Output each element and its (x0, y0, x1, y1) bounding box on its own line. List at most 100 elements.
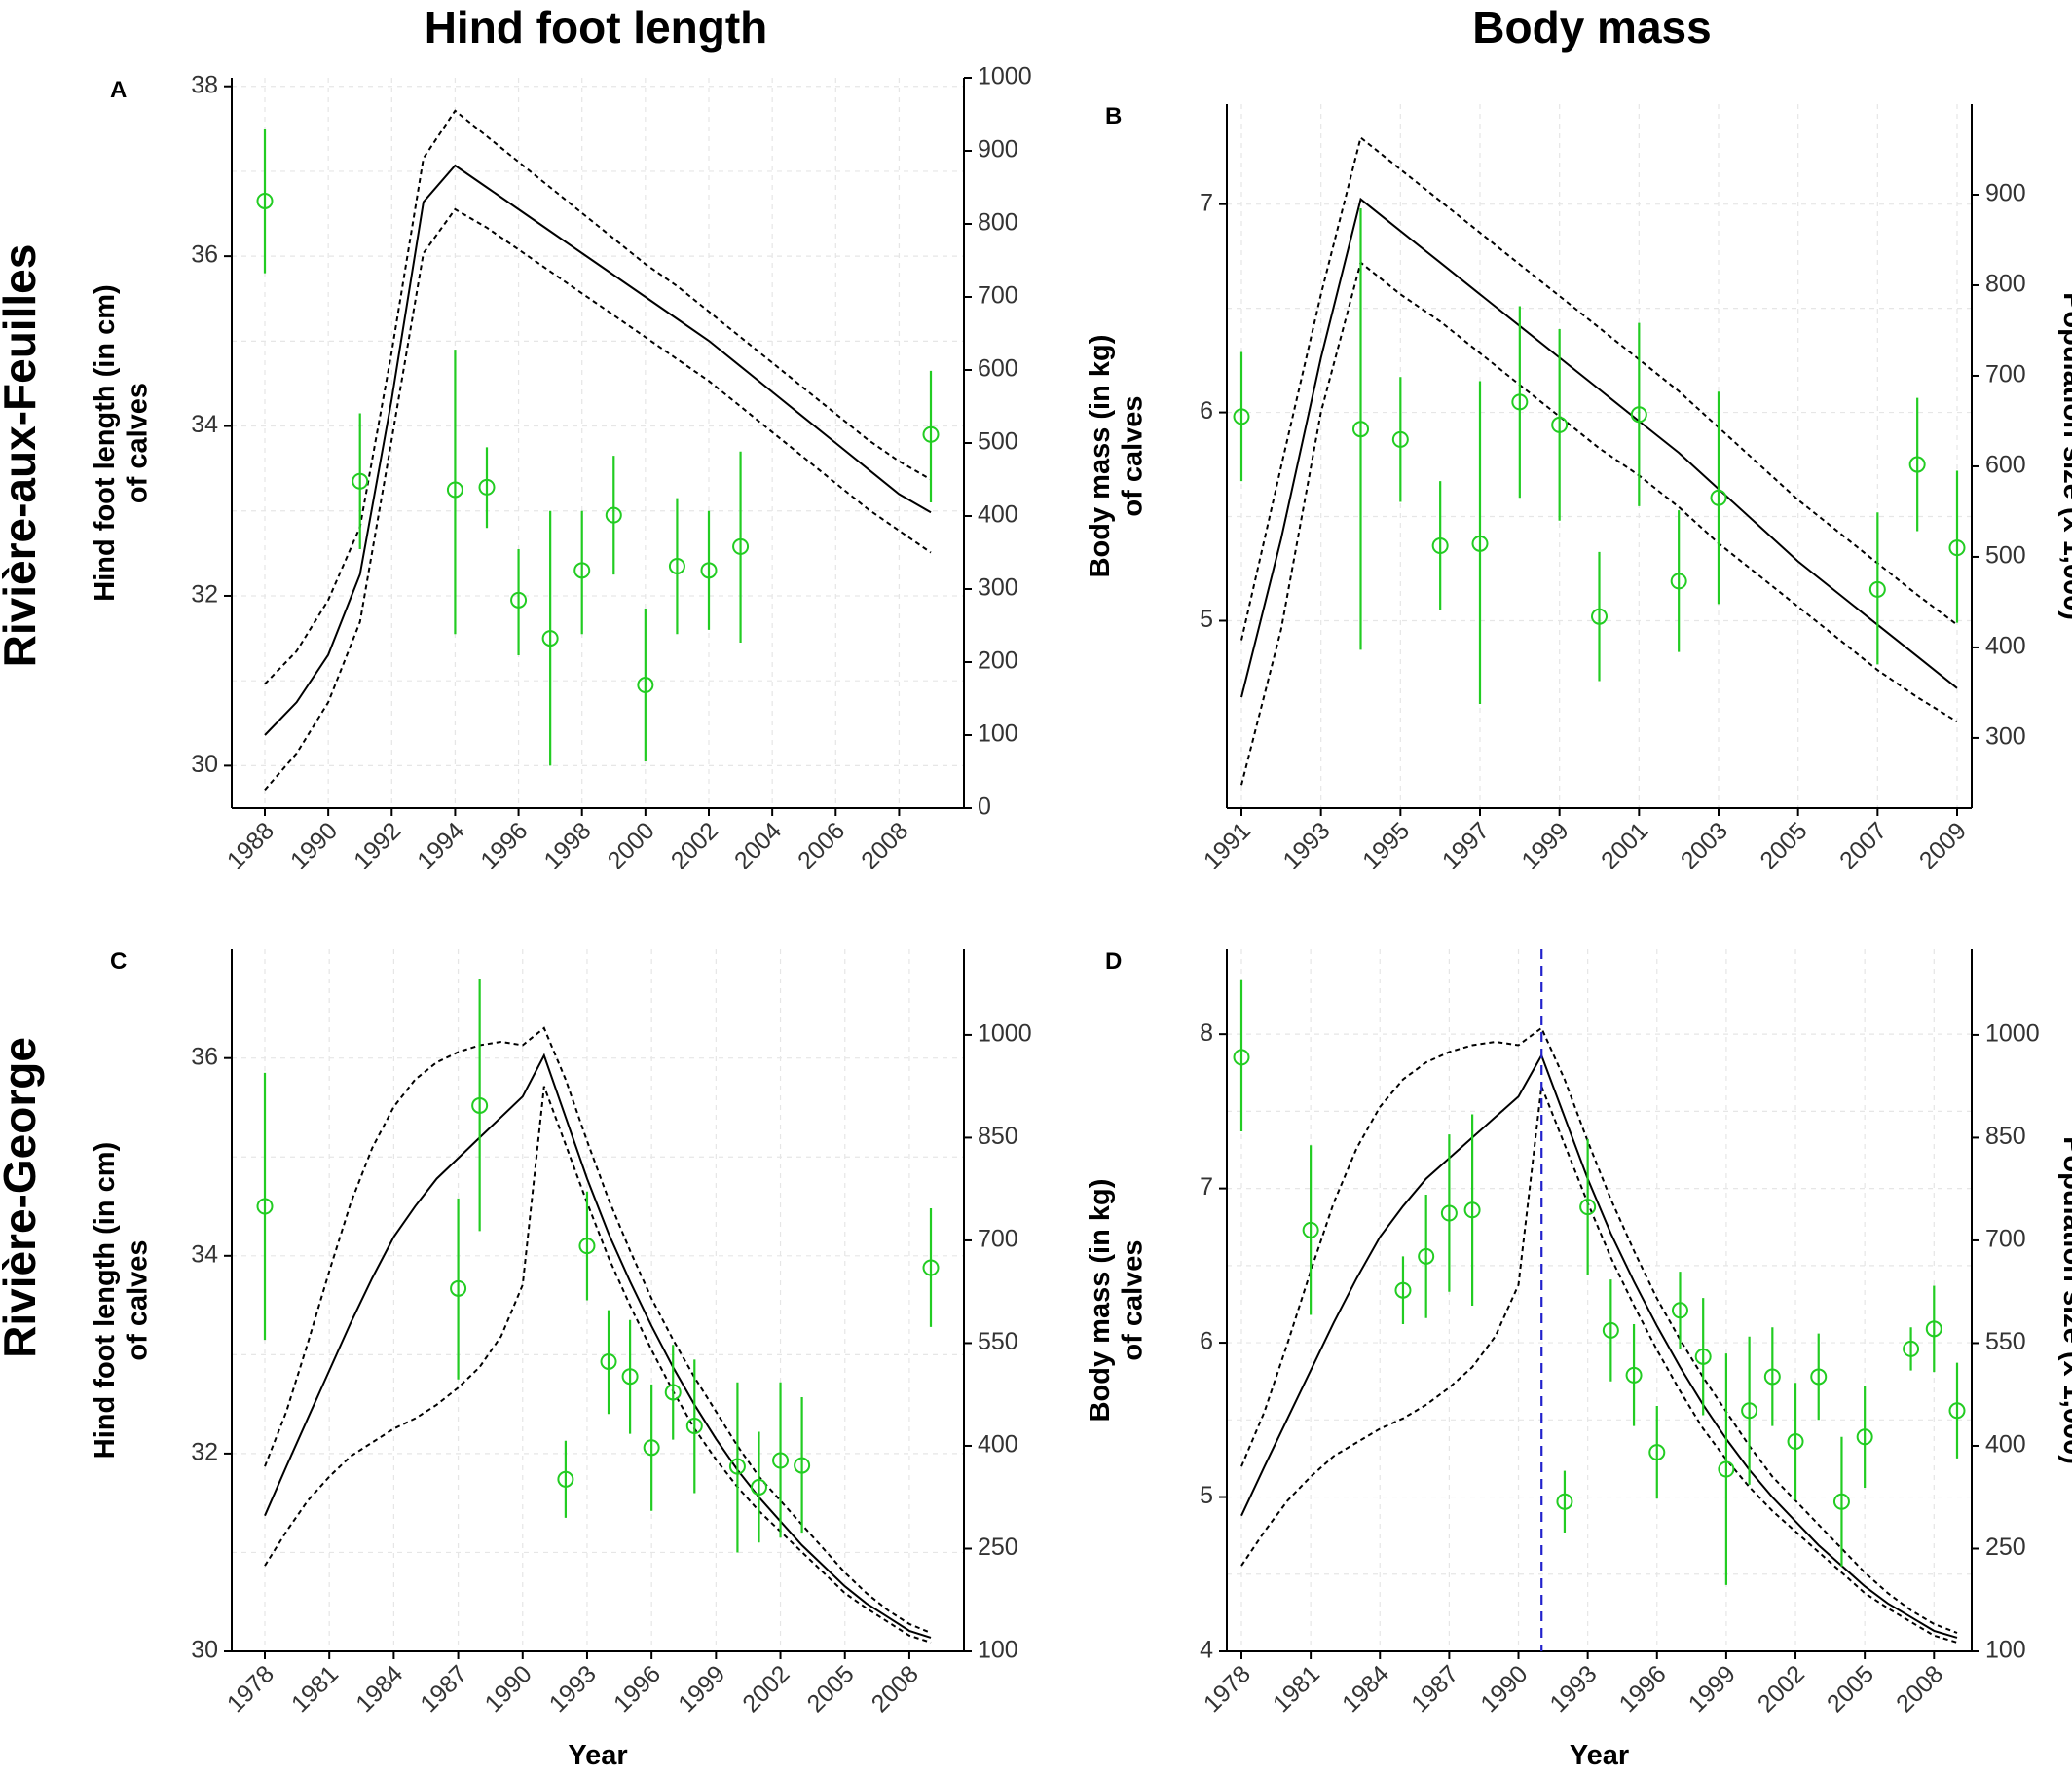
data-point (643, 1439, 660, 1457)
y2-tick-label: 500 (1985, 542, 2026, 570)
y2-tick-label: 0 (978, 794, 991, 821)
data-point (1431, 536, 1449, 554)
x-tick-label: 1987 (1406, 1660, 1463, 1718)
data-point (732, 537, 750, 555)
data-point (1948, 539, 1966, 557)
data-point (600, 1352, 617, 1370)
data-point (256, 1198, 274, 1215)
data-point (1856, 1428, 1873, 1446)
population-mean-line (1240, 197, 1958, 698)
y-tick-label: 34 (191, 1240, 218, 1268)
data-point (1694, 1348, 1712, 1365)
x-tick-label: 2002 (666, 817, 723, 874)
population-lower-ci-line (264, 207, 932, 791)
x-tick-label: 1996 (1614, 1660, 1672, 1718)
row-title-riviere-george: Rivière-George (0, 1037, 45, 1358)
data-point (1471, 535, 1489, 552)
x-tick-label: 1984 (1337, 1660, 1394, 1718)
data-point (1511, 393, 1529, 411)
x-tick-label: 2003 (1676, 817, 1733, 874)
population-mean-line (264, 164, 932, 736)
y-tick-label: 36 (191, 1043, 218, 1070)
y2-tick-label: 1000 (978, 1020, 1032, 1048)
y2-axis-title: Population size (x 1,000) (2057, 1136, 2072, 1464)
data-point (1391, 430, 1409, 448)
data-point (1602, 1321, 1619, 1339)
x-axis-title: Year (568, 1740, 627, 1771)
x-tick-label: 1978 (1199, 1660, 1256, 1718)
y-tick-label: 34 (191, 411, 218, 438)
data-point (1551, 416, 1569, 433)
x-tick-label: 1999 (1684, 1660, 1741, 1718)
data-point (1579, 1199, 1597, 1216)
data-point (621, 1368, 639, 1386)
y-tick-label: 32 (191, 1439, 218, 1466)
y-tick-label: 6 (1200, 397, 1213, 425)
y2-tick-label: 100 (1985, 1637, 2026, 1664)
y-tick-label: 4 (1200, 1637, 1213, 1664)
y2-tick-label: 700 (1985, 361, 2026, 388)
x-tick-label: 2002 (737, 1660, 795, 1718)
y2-tick-label: 800 (1985, 271, 2026, 298)
y2-tick-label: 250 (1985, 1534, 2026, 1561)
data-point (1832, 1493, 1850, 1510)
data-point (1868, 580, 1886, 598)
x-tick-label: 2001 (1596, 817, 1653, 874)
x-axis-title: Year (1570, 1740, 1629, 1771)
y-axis-title: Hind foot length (in cm)of calves (90, 1142, 153, 1459)
population-upper-ci-line (264, 109, 932, 685)
y2-tick-label: 550 (1985, 1328, 2026, 1355)
y2-tick-label: 700 (978, 282, 1018, 310)
x-tick-label: 1978 (222, 1660, 279, 1718)
data-point (1352, 421, 1369, 438)
population-upper-ci-line (1240, 1026, 1958, 1634)
y-tick-label: 30 (191, 1637, 218, 1664)
data-point (772, 1452, 790, 1469)
data-point (668, 557, 685, 574)
y-axis-title-line: Body mass (in kg) (1085, 335, 1116, 578)
y2-tick-label: 850 (1985, 1123, 2026, 1150)
data-point (637, 677, 654, 694)
y2-tick-label: 1000 (978, 63, 1032, 91)
data-point (794, 1457, 811, 1474)
column-title-body-mass: Body mass (1472, 2, 1711, 53)
data-point (750, 1478, 767, 1496)
y2-tick-label: 550 (978, 1328, 1018, 1355)
y-axis-title-line: Body mass (in kg) (1085, 1179, 1116, 1423)
panel-letter: C (110, 948, 127, 975)
y2-tick-label: 400 (1985, 1431, 2026, 1459)
y2-tick-label: 700 (978, 1226, 1018, 1253)
y2-tick-label: 100 (978, 1637, 1018, 1664)
x-tick-label: 1993 (1544, 1660, 1602, 1718)
y-axis-title: Body mass (in kg)of calves (1085, 335, 1148, 578)
data-point (471, 1096, 489, 1114)
y2-tick-label: 900 (978, 136, 1018, 164)
x-tick-label: 1994 (412, 817, 469, 874)
y-axis-title-line: of calves (123, 1239, 154, 1360)
data-point (510, 591, 528, 609)
y2-tick-label: 800 (978, 209, 1018, 237)
row-title-riviere-aux-feuilles: Rivière-aux-Feuilles (0, 244, 45, 668)
y2-tick-label: 600 (978, 355, 1018, 383)
data-point (1302, 1221, 1319, 1238)
x-tick-label: 1993 (1277, 817, 1335, 874)
x-tick-label: 2008 (1891, 1660, 1948, 1718)
y2-tick-label: 200 (978, 647, 1018, 675)
x-tick-label: 1998 (538, 817, 596, 874)
data-point (728, 1458, 746, 1475)
x-tick-label: 1990 (285, 817, 343, 874)
x-tick-label: 1981 (286, 1660, 344, 1718)
x-tick-label: 2008 (867, 1660, 924, 1718)
data-point (1741, 1402, 1758, 1420)
x-tick-label: 2008 (856, 817, 913, 874)
y-tick-label: 7 (1200, 1173, 1213, 1201)
x-tick-label: 2005 (1755, 817, 1812, 874)
data-point (1630, 406, 1647, 424)
y2-tick-label: 900 (1985, 180, 2026, 207)
y2-tick-label: 850 (978, 1123, 1018, 1150)
data-point (1670, 573, 1687, 590)
panel-a: 1988 1990 1992 1994 1996 1998 2000 2002 2004 2006… (90, 63, 1031, 875)
y2-tick-label: 600 (1985, 452, 2026, 479)
y-axis-title-line: of calves (123, 383, 154, 503)
x-tick-label: 2005 (802, 1660, 860, 1718)
